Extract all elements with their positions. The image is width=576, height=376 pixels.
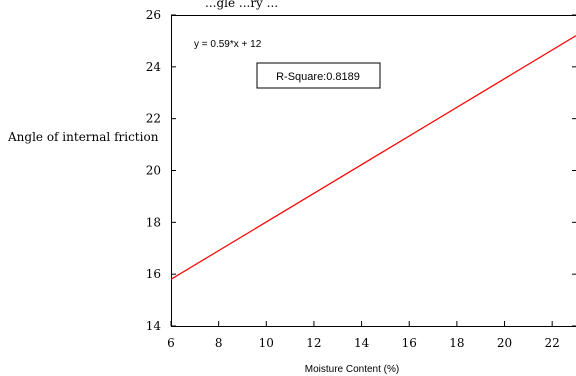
x-tick-label: 12	[306, 336, 321, 350]
y-tick-label: 26	[146, 8, 161, 22]
x-tick-label: 20	[497, 336, 512, 350]
x-tick-label: 18	[449, 336, 464, 350]
x-tick-label: 22	[545, 336, 560, 350]
plot-frame	[171, 15, 576, 327]
x-tick-label: 8	[215, 336, 223, 350]
x-axis: 6 8 10 12 14 16 18 20 22	[167, 321, 560, 350]
y-tick-label: 24	[146, 60, 162, 74]
y-tick-label: 14	[146, 319, 162, 333]
y-axis-label: Angle of internal friction	[7, 130, 159, 144]
fit-equation: y = 0.59*x + 12	[194, 39, 262, 50]
y-tick-label: 20	[146, 164, 161, 178]
y-axis: 14 16 18 20 22 24 26	[146, 8, 176, 333]
series-line	[170, 35, 576, 280]
series-layer	[170, 35, 576, 280]
x-tick-label: 10	[259, 336, 274, 350]
x-tick-label: 14	[354, 336, 370, 350]
chart-title: ...gle ...ry ...	[205, 0, 278, 10]
y-tick-label: 16	[146, 267, 161, 281]
r-square-label: R-Square:0.8189	[276, 71, 360, 83]
y-tick-label: 18	[146, 215, 161, 229]
y-tick-label: 22	[146, 112, 161, 126]
right-axis-ticks	[572, 14, 576, 327]
r-square-box	[256, 62, 381, 89]
x-axis-label: Moisture Content (%)	[305, 364, 399, 375]
x-tick-label: 16	[402, 336, 417, 350]
x-tick-label: 6	[167, 336, 175, 350]
